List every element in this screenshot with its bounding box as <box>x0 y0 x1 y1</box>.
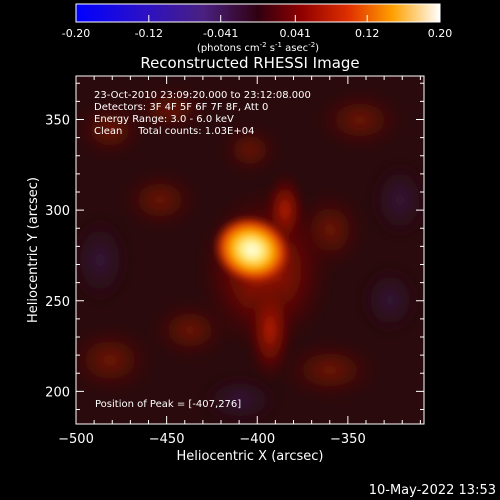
colorbar-gradient <box>75 3 441 23</box>
info-line-counts: Clean Total counts: 1.03E+04 <box>94 126 254 137</box>
heatmap-image <box>76 76 424 424</box>
colorbar-ticks: -0.20 -0.12 -0.041 0.041 0.12 0.20 <box>62 15 452 40</box>
colorbar-tick-label: -0.12 <box>135 27 163 40</box>
plot-frame <box>75 75 425 425</box>
x-tick-label: −400 <box>239 432 275 447</box>
colorbar-tick-label: -0.041 <box>203 27 238 40</box>
heatmap-texture <box>76 88 424 424</box>
x-axis-label: Heliocentric X (arcsec) <box>177 449 324 464</box>
y-axis: 200 250 300 350 <box>45 82 424 410</box>
colorbar-tick-label: 0.041 <box>280 27 312 40</box>
y-tick-label: 250 <box>45 295 70 310</box>
colorbar: -0.20 -0.12 -0.041 0.041 0.12 0.20 (photons c… <box>62 3 452 54</box>
x-tick-label: −500 <box>58 432 94 447</box>
y-tick-label: 350 <box>45 114 70 129</box>
x-tick-label: −450 <box>149 432 185 447</box>
info-line-energy: Energy Range: 3.0 - 6.0 keV <box>94 114 234 125</box>
x-tick-label: −350 <box>330 432 366 447</box>
colorbar-tick-label: -0.20 <box>62 27 90 40</box>
colorbar-tick-label: 0.12 <box>355 27 380 40</box>
flare-source <box>195 170 335 385</box>
footer-timestamp: 10-May-2022 13:53 <box>369 483 496 498</box>
y-tick-label: 200 <box>45 385 70 400</box>
x-axis: −500 −450 −400 −350 <box>58 76 421 447</box>
colorbar-units: (photons cm-2 s-1 asec-2) <box>197 41 319 54</box>
y-axis-label: Heliocentric Y (arcsec) <box>26 177 41 323</box>
peak-position-label: Position of Peak = [-407,276] <box>95 399 241 410</box>
info-line-time: 23-Oct-2010 23:09:20.000 to 23:12:08.000 <box>94 90 311 101</box>
y-tick-label: 300 <box>45 204 70 219</box>
info-block: 23-Oct-2010 23:09:20.000 to 23:12:08.000… <box>94 90 311 137</box>
info-line-detectors: Detectors: 3F 4F 5F 6F 7F 8F, Att 0 <box>94 102 268 113</box>
plot-title: Reconstructed RHESSI Image <box>140 54 359 72</box>
colorbar-tick-label: 0.20 <box>428 27 453 40</box>
